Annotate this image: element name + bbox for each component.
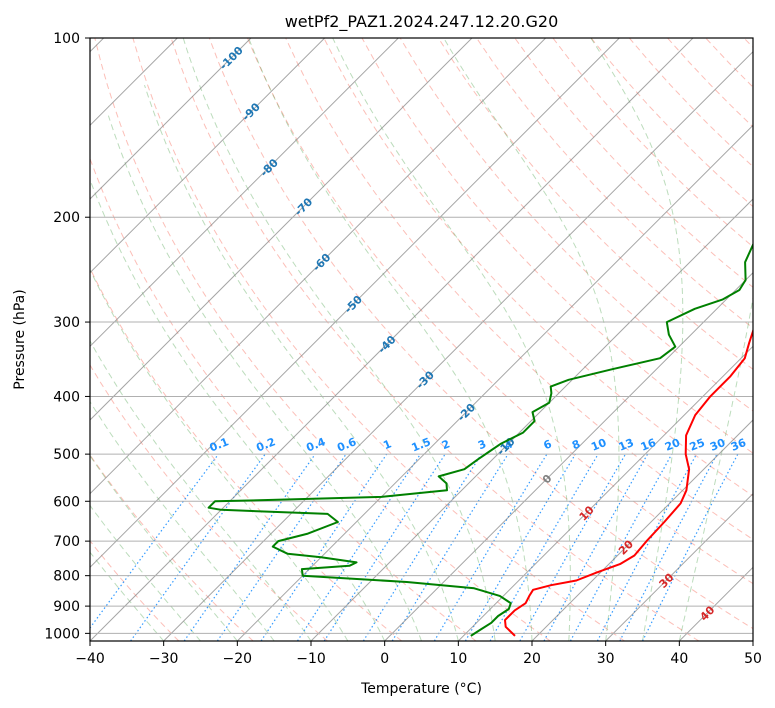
x-axis-ticks: −40 −30 −20 −10 0 10 20 30 40 50: [75, 641, 762, 667]
x-tick-label: 40: [670, 651, 688, 667]
x-tick-label: 0: [380, 651, 389, 667]
moist-adiabat: [144, 84, 459, 641]
y-axis-ticks: 100 200 300 400 500 600 700 800 900 1000: [44, 31, 90, 642]
chart-title: wetPf2_PAZ1.2024.247.12.20.G20: [285, 12, 559, 32]
mixing-ratio-line: [489, 453, 599, 641]
dewpoint-profile: [207, 242, 753, 637]
y-tick-label: 400: [53, 389, 80, 405]
dry-adiabat: [90, 453, 254, 641]
moist-adiabat: [332, 38, 571, 641]
mixing-ratio-line: [323, 453, 446, 641]
isotherm: [90, 38, 326, 274]
mixing-ratio-label: 30: [708, 436, 727, 454]
isotherm: [163, 50, 753, 641]
y-tick-label: 300: [53, 315, 80, 331]
dry-adiabat: [170, 38, 700, 641]
moist-adiabat: [107, 115, 422, 641]
isotherm: [605, 492, 753, 641]
dry-adiabat: [323, 38, 753, 497]
moist-adiabat: [678, 294, 753, 641]
x-tick-label: 20: [523, 651, 541, 667]
isotherm: [90, 38, 399, 348]
mixing-ratio-label: 20: [663, 436, 682, 454]
isotherm: [90, 38, 694, 641]
dry-adiabat: [94, 38, 551, 641]
x-tick-label: −10: [296, 651, 326, 667]
moist-adiabat: [590, 38, 684, 641]
dry-adiabat: [361, 38, 753, 454]
y-tick-label: 800: [53, 569, 80, 585]
x-axis-label: Temperature (°C): [360, 681, 482, 697]
sounding-profiles: [207, 242, 753, 637]
mixing-ratio-label: 25: [688, 436, 707, 454]
background-reference-lines: [90, 38, 753, 641]
moist-adiabat: [182, 38, 496, 641]
moist-adiabat: [90, 400, 275, 641]
moist-adiabat: [443, 38, 620, 641]
isotherm: [90, 38, 473, 421]
y-tick-label: 900: [53, 599, 80, 615]
dry-adiabat: [285, 38, 753, 541]
dry-adiabat: [208, 38, 753, 630]
mixing-ratio-label: 16: [639, 436, 658, 454]
y-tick-label: 100: [53, 31, 80, 47]
dry-adiabat: [247, 38, 753, 585]
mixing-ratio-label: 36: [729, 436, 748, 454]
dry-adiabat: [90, 267, 403, 641]
dry-adiabat: [90, 157, 477, 641]
mixing-ratio-label: 8: [570, 437, 582, 452]
isotherm: [457, 345, 753, 641]
isotherm: [90, 38, 547, 495]
mixing-ratio-label: 10: [589, 436, 608, 454]
isotherm: [531, 419, 753, 641]
mixing-ratio-line: [433, 453, 548, 641]
mixing-ratio-line: [543, 453, 649, 641]
x-tick-label: −20: [223, 651, 253, 667]
dry-adiabat: [437, 38, 753, 370]
isotherm: [90, 38, 252, 200]
dry-adiabat: [476, 38, 753, 329]
mixing-ratio-line: [464, 453, 576, 641]
y-tick-label: 200: [53, 210, 80, 226]
x-tick-label: 10: [449, 651, 467, 667]
dry-adiabat: [514, 38, 753, 288]
mixing-ratio-label: 1: [381, 437, 393, 452]
isotherm: [310, 198, 753, 641]
y-tick-label: 1000: [44, 626, 80, 642]
mixing-ratio-label: 3: [476, 437, 488, 452]
temperature-profile: [504, 327, 753, 637]
x-tick-label: −30: [149, 651, 179, 667]
y-tick-label: 600: [53, 494, 80, 510]
mixing-ratio-line: [90, 453, 219, 629]
dry-adiabat: [90, 363, 328, 641]
moist-adiabat: [90, 178, 386, 641]
x-tick-label: 50: [744, 651, 762, 667]
mixing-ratio-line: [569, 453, 673, 641]
mixing-ratio-line: [260, 453, 388, 641]
pressure-grid: [90, 38, 753, 634]
mixing-ratio-line: [130, 453, 266, 641]
moist-adiabat: [248, 38, 533, 641]
y-tick-label: 500: [53, 447, 80, 463]
mixing-ratio-line: [216, 453, 347, 641]
y-axis-label: Pressure (hPa): [12, 289, 28, 389]
moist-adiabat: [90, 339, 312, 641]
moist-adiabat: [90, 504, 201, 641]
mixing-ratio-label: 13: [617, 436, 636, 454]
x-tick-label: 30: [597, 651, 615, 667]
mixing-ratio-line: [183, 453, 316, 641]
plot-frame: [89, 37, 754, 642]
isotherm: [236, 124, 753, 641]
mixing-ratio-label: 2: [440, 437, 452, 452]
x-tick-label: −40: [75, 651, 105, 667]
isotherm: [384, 271, 753, 641]
isotherm: [90, 38, 620, 569]
dry-adiabat: [399, 38, 753, 412]
y-tick-label: 700: [53, 534, 80, 550]
